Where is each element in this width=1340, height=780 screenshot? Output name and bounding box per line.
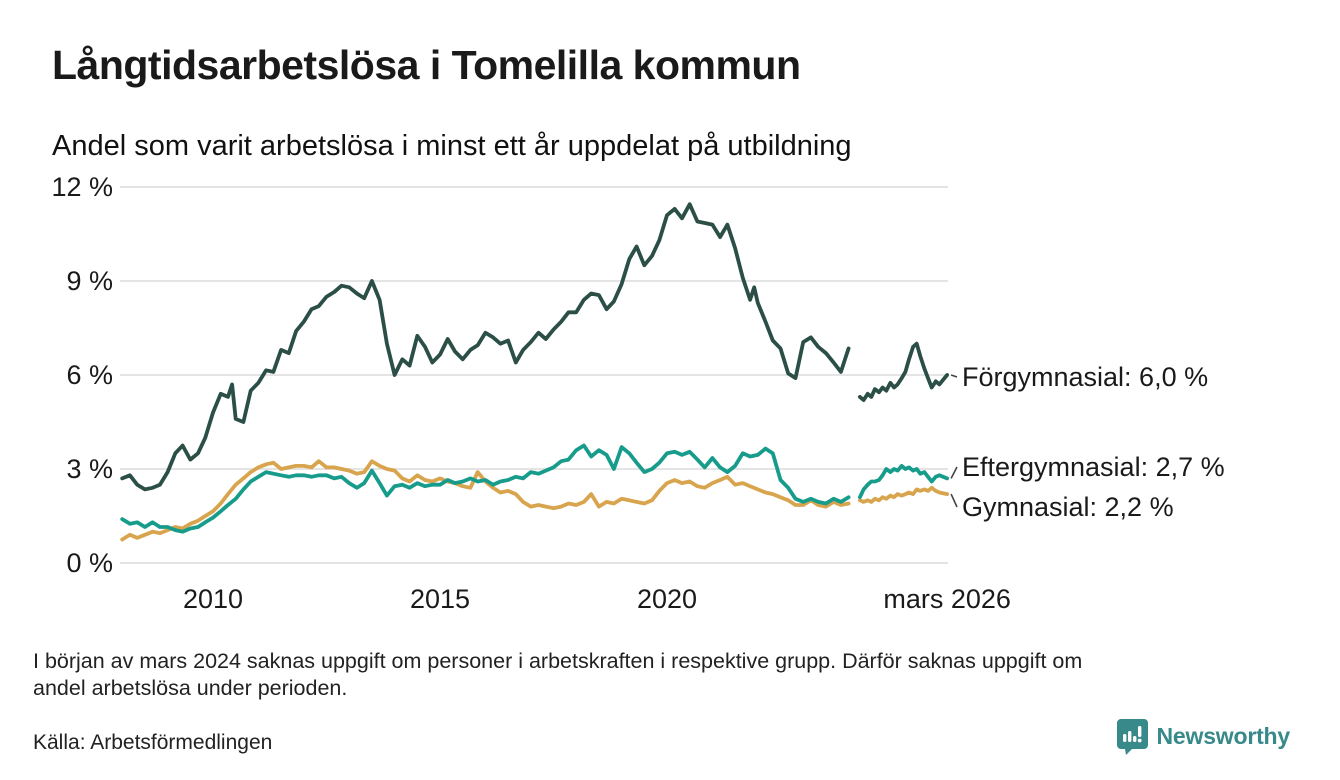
chart-subtitle: Andel som varit arbetslösa i minst ett å…	[52, 130, 852, 162]
x-tick-label: 2015	[410, 584, 470, 614]
series-line-forgymnasial	[120, 202, 851, 492]
end-label-connector-gymnasial	[950, 493, 958, 508]
series-end-label-eftergymnasial: Eftergymnasial: 2,7 %	[962, 452, 1225, 482]
series-end-label-forgymnasial: Förgymnasial: 6,0 %	[962, 362, 1208, 392]
x-tick-label: 2010	[183, 584, 243, 614]
end-label-connector-eftergymnasial	[950, 466, 958, 479]
y-tick-label: 12 %	[51, 172, 113, 202]
series-end-label-gymnasial: Gymnasial: 2,2 %	[962, 492, 1174, 522]
brand-name: Newsworthy	[1156, 723, 1291, 749]
series-line-eftergymnasial	[858, 463, 949, 500]
brand-logo: Newsworthy	[1116, 718, 1290, 755]
page-title: Långtidsarbetslösa i Tomelilla kommun	[52, 42, 801, 88]
footnote-line-1: I början av mars 2024 saknas uppgift om …	[33, 649, 1083, 673]
newsworthy-pin-barchart-icon	[1116, 718, 1149, 755]
source-label: Källa: Arbetsförmedlingen	[33, 731, 273, 754]
series-line-forgymnasial	[858, 341, 949, 403]
end-label-connector-forgymnasial	[950, 374, 958, 378]
chart-footnote: I början av mars 2024 saknas uppgift om …	[33, 648, 1082, 702]
y-tick-label: 9 %	[66, 266, 113, 296]
y-tick-label: 6 %	[66, 360, 113, 390]
footnote-line-2: andel arbetslösa under perioden.	[33, 676, 348, 700]
y-tick-label: 0 %	[66, 548, 113, 578]
x-tick-label: 2020	[637, 584, 697, 614]
series-line-gymnasial	[858, 485, 949, 504]
series-line-eftergymnasial	[120, 443, 851, 534]
y-tick-label: 3 %	[66, 454, 113, 484]
x-tick-label: mars 2026	[883, 584, 1011, 614]
